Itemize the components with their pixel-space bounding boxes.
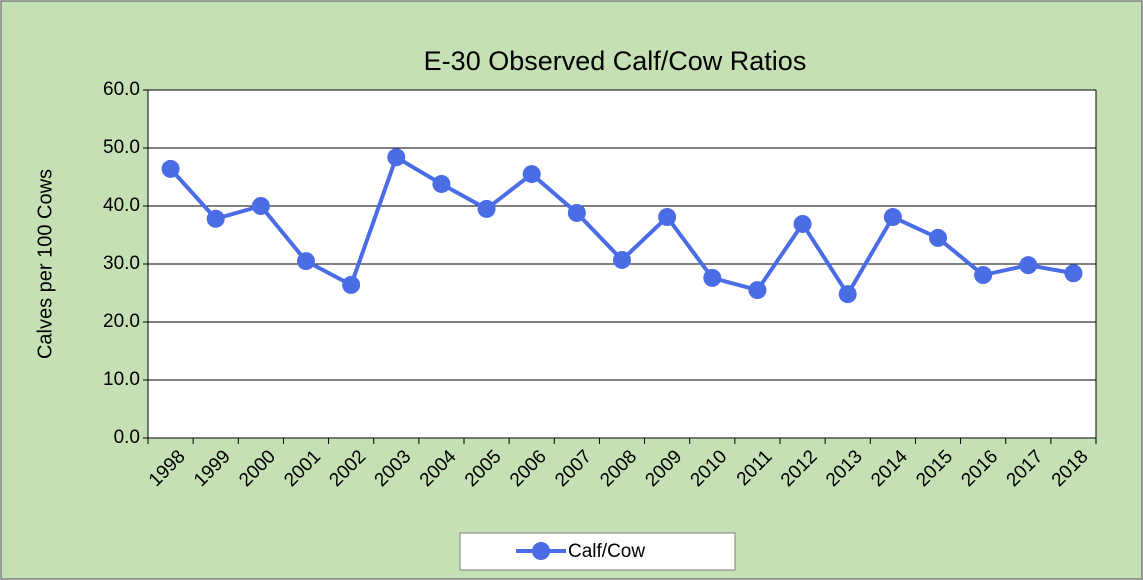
data-point	[1019, 256, 1038, 275]
y-tick-label: 10.0	[103, 369, 140, 390]
legend-marker	[532, 542, 550, 560]
data-point	[1064, 264, 1083, 283]
data-point	[658, 208, 677, 227]
data-point	[929, 228, 947, 247]
chart-title: E-30 Observed Calf/Cow Ratios	[424, 46, 807, 76]
data-point	[522, 165, 541, 184]
data-point	[387, 148, 406, 167]
data-point	[251, 197, 270, 215]
data-point	[703, 268, 722, 287]
data-point	[161, 159, 180, 178]
y-tick-label: 0.0	[114, 427, 140, 448]
data-point	[432, 174, 451, 193]
y-tick-label: 60.0	[103, 79, 140, 100]
data-point	[567, 203, 586, 222]
data-point	[974, 266, 993, 285]
data-point	[297, 252, 315, 271]
data-point	[342, 275, 361, 294]
data-point	[748, 281, 767, 300]
legend-label: Calf/Cow	[568, 541, 645, 562]
data-point	[838, 285, 857, 304]
data-point	[793, 214, 812, 233]
y-tick-label: 50.0	[103, 137, 140, 158]
data-point	[477, 199, 496, 218]
y-axis-label: Calves per 100 Cows	[34, 169, 56, 359]
data-point	[883, 208, 902, 227]
y-tick-label: 40.0	[103, 195, 140, 216]
y-tick-label: 30.0	[103, 253, 140, 274]
data-point	[206, 209, 225, 228]
y-tick-label: 20.0	[103, 311, 140, 332]
legend-box	[459, 532, 736, 571]
data-point	[613, 250, 631, 269]
